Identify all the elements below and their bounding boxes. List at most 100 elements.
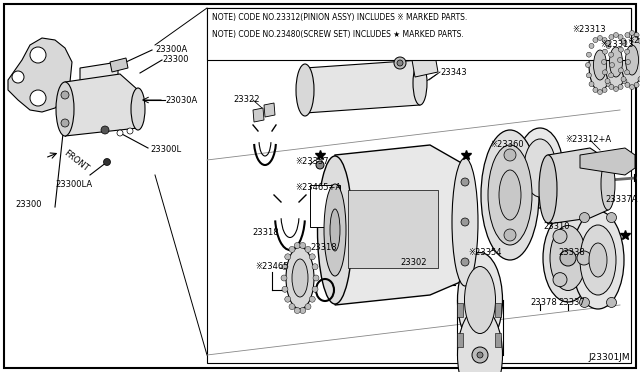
- Bar: [495, 333, 501, 347]
- Circle shape: [605, 78, 610, 84]
- Bar: [457, 333, 463, 347]
- Circle shape: [294, 308, 300, 314]
- Circle shape: [618, 47, 623, 52]
- Text: NOTE) CODE NO.23480(SCREW SET) INCLUDES ★ MARKED PARTS.: NOTE) CODE NO.23480(SCREW SET) INCLUDES …: [212, 30, 464, 39]
- Ellipse shape: [131, 88, 145, 130]
- Circle shape: [61, 91, 69, 99]
- Ellipse shape: [589, 39, 611, 91]
- Text: 23322: 23322: [233, 95, 259, 104]
- Circle shape: [618, 58, 623, 62]
- Text: ※23357: ※23357: [295, 157, 328, 166]
- Circle shape: [579, 298, 589, 307]
- Ellipse shape: [609, 47, 623, 77]
- Circle shape: [630, 31, 634, 35]
- Polygon shape: [548, 148, 608, 224]
- Text: 23300L: 23300L: [150, 145, 181, 154]
- Ellipse shape: [550, 225, 586, 291]
- Circle shape: [397, 60, 403, 66]
- Circle shape: [609, 35, 614, 39]
- Ellipse shape: [589, 243, 607, 277]
- Ellipse shape: [296, 64, 314, 116]
- Ellipse shape: [317, 156, 353, 304]
- Ellipse shape: [572, 211, 624, 309]
- Circle shape: [294, 243, 300, 248]
- Polygon shape: [412, 55, 438, 77]
- Ellipse shape: [286, 247, 314, 309]
- Polygon shape: [253, 108, 264, 122]
- Circle shape: [289, 304, 295, 310]
- Circle shape: [504, 149, 516, 161]
- Ellipse shape: [601, 158, 615, 210]
- Circle shape: [634, 33, 639, 38]
- Circle shape: [598, 90, 602, 94]
- Ellipse shape: [517, 128, 563, 208]
- Ellipse shape: [539, 155, 557, 223]
- Polygon shape: [8, 38, 72, 112]
- Circle shape: [313, 275, 319, 281]
- Circle shape: [593, 38, 598, 42]
- Ellipse shape: [580, 225, 616, 295]
- Circle shape: [305, 246, 311, 253]
- Circle shape: [625, 49, 630, 54]
- Circle shape: [609, 73, 614, 78]
- Circle shape: [61, 119, 69, 127]
- Ellipse shape: [481, 130, 539, 260]
- Polygon shape: [80, 62, 118, 88]
- Text: ※23313: ※23313: [627, 36, 640, 45]
- Polygon shape: [580, 148, 635, 175]
- Text: ※23360: ※23360: [490, 140, 524, 149]
- Circle shape: [586, 52, 591, 57]
- Circle shape: [602, 38, 607, 42]
- Circle shape: [589, 44, 594, 48]
- Text: FRONT: FRONT: [62, 148, 90, 173]
- Circle shape: [618, 68, 623, 73]
- Circle shape: [477, 352, 483, 358]
- Ellipse shape: [488, 145, 532, 245]
- Ellipse shape: [324, 184, 346, 276]
- Text: ※23313: ※23313: [572, 25, 605, 34]
- Text: NOTE) CODE NO.23312(PINION ASSY) INCLUDES ※ MARKED PARTS.: NOTE) CODE NO.23312(PINION ASSY) INCLUDE…: [212, 13, 467, 22]
- Ellipse shape: [56, 82, 74, 136]
- Text: 23337: 23337: [558, 298, 585, 307]
- Text: ※23465: ※23465: [255, 262, 289, 271]
- Bar: [207, 8, 631, 363]
- Circle shape: [609, 62, 614, 67]
- Text: 23300A: 23300A: [155, 45, 188, 54]
- Text: J23301JM: J23301JM: [588, 353, 630, 362]
- Circle shape: [602, 60, 607, 64]
- Text: 23318: 23318: [252, 228, 278, 237]
- Circle shape: [602, 87, 607, 93]
- Circle shape: [618, 84, 623, 89]
- Text: 23302: 23302: [400, 258, 426, 267]
- Bar: [310, 185, 340, 227]
- Circle shape: [30, 47, 46, 63]
- Ellipse shape: [413, 61, 427, 105]
- Circle shape: [614, 87, 618, 92]
- Text: 23318: 23318: [310, 243, 337, 252]
- Ellipse shape: [452, 158, 478, 286]
- Ellipse shape: [543, 214, 593, 302]
- Circle shape: [593, 87, 598, 93]
- Text: 23338: 23338: [558, 248, 585, 257]
- Text: ※23354: ※23354: [468, 248, 502, 257]
- Polygon shape: [264, 103, 275, 117]
- Text: 23300: 23300: [162, 55, 189, 64]
- Circle shape: [609, 84, 614, 89]
- Circle shape: [127, 128, 133, 134]
- Text: ※23313: ※23313: [600, 40, 634, 49]
- Text: ※23312+A: ※23312+A: [565, 135, 611, 144]
- Circle shape: [621, 38, 626, 44]
- Circle shape: [579, 212, 589, 222]
- Polygon shape: [305, 60, 420, 113]
- Circle shape: [607, 298, 616, 307]
- Text: 23378: 23378: [530, 298, 557, 307]
- Text: 23310: 23310: [543, 222, 570, 231]
- Ellipse shape: [330, 209, 340, 251]
- Circle shape: [281, 275, 287, 281]
- Circle shape: [30, 90, 46, 106]
- Circle shape: [285, 254, 291, 260]
- Circle shape: [606, 81, 611, 87]
- Circle shape: [622, 41, 627, 45]
- Circle shape: [282, 264, 288, 270]
- Circle shape: [312, 286, 318, 292]
